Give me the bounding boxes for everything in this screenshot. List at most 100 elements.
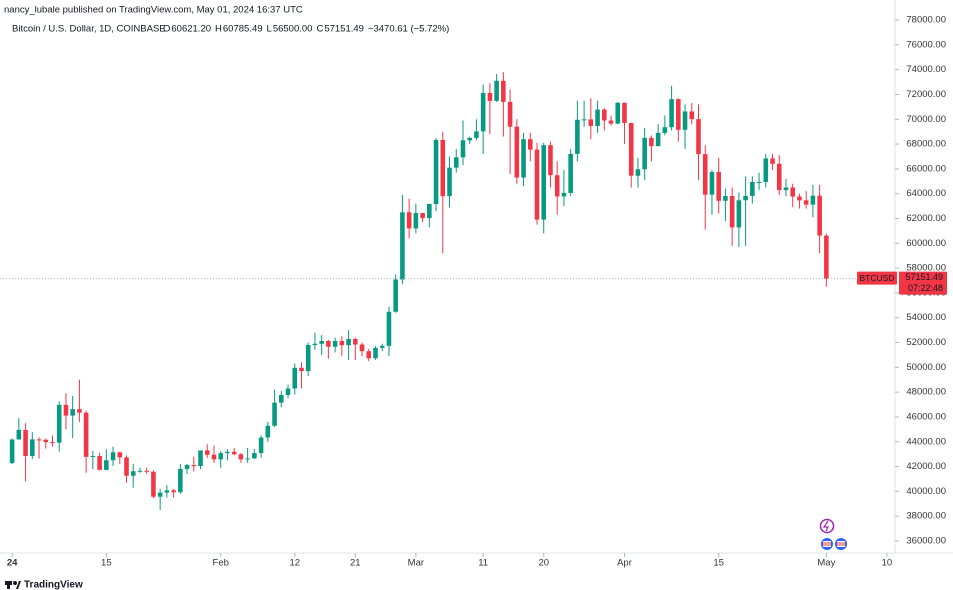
candle-body — [184, 465, 190, 469]
candle-body — [406, 212, 412, 229]
x-tick-label: 21 — [350, 558, 361, 569]
price-label: 57151.49 — [905, 272, 943, 282]
candle-body — [521, 139, 526, 178]
candle-body — [50, 442, 55, 444]
candle-body — [386, 311, 392, 346]
candle-body — [662, 127, 668, 133]
candle-body — [420, 213, 425, 219]
candle-body — [602, 109, 607, 121]
candle-body — [359, 344, 365, 352]
candle-body — [332, 341, 338, 347]
candle-body — [144, 470, 149, 472]
y-tick-label: 62000.00 — [906, 213, 946, 224]
ohlc-value: 56500.00 — [273, 24, 313, 35]
candle-body — [615, 102, 621, 124]
candle-body — [285, 388, 291, 395]
candle-body — [763, 158, 769, 183]
candle-body — [157, 492, 163, 497]
candle-body — [561, 192, 567, 197]
candle-body — [137, 470, 143, 472]
event-icons — [819, 518, 847, 550]
candle-body — [299, 367, 304, 372]
candle-body — [97, 456, 102, 470]
candle-body — [305, 344, 311, 372]
candle-body — [797, 196, 802, 201]
candle-body — [776, 163, 782, 191]
ohlc-value: 60621.20 — [171, 24, 211, 35]
price-tag — [899, 271, 947, 295]
x-tick-label: 24 — [7, 558, 18, 569]
y-tick-label: 68000.00 — [906, 139, 946, 150]
y-tick-label: 40000.00 — [906, 486, 946, 497]
candle-body — [696, 119, 701, 155]
candle-body — [366, 351, 372, 359]
ohlc-key: H — [215, 24, 222, 35]
candle-body — [480, 92, 486, 132]
x-tick-label: Mar — [408, 558, 424, 569]
x-tick-label: 12 — [289, 558, 300, 569]
candle-body — [527, 139, 533, 150]
candle-body — [453, 157, 459, 168]
y-tick-label: 72000.00 — [906, 89, 946, 100]
candle-body — [622, 102, 627, 123]
candle-body — [245, 458, 250, 460]
candle-body — [252, 453, 257, 459]
candle-body — [413, 213, 419, 229]
x-tick-label: Feb — [213, 558, 229, 569]
candle-body — [494, 80, 499, 101]
candle-body — [716, 172, 721, 201]
x-tick-label: 11 — [478, 558, 488, 569]
candle-body — [211, 454, 217, 460]
candle-body — [56, 404, 62, 443]
y-tick-label: 52000.00 — [906, 337, 946, 348]
candle-body — [312, 343, 318, 345]
candle-body — [151, 471, 156, 497]
candle-body — [595, 109, 600, 126]
candle-body — [326, 341, 331, 347]
x-tick-label: 15 — [713, 558, 724, 569]
candle-body — [756, 182, 762, 184]
y-tick-label: 78000.00 — [906, 15, 946, 26]
change: −3470.61 (−5.72%) — [368, 24, 449, 35]
ohlc-key: O — [163, 24, 170, 35]
candle-body — [501, 80, 506, 102]
y-tick-label: 44000.00 — [906, 436, 946, 447]
candle-body — [258, 437, 264, 454]
candle-body — [171, 490, 176, 493]
y-tick-label: 74000.00 — [906, 64, 946, 75]
candle-body — [467, 137, 472, 141]
y-tick-label: 64000.00 — [906, 188, 946, 199]
candle-body — [736, 200, 742, 228]
candle-body — [790, 187, 796, 197]
candle-body — [373, 347, 378, 359]
candle-body — [117, 452, 123, 458]
candle-body — [319, 341, 324, 344]
candle-body — [353, 339, 358, 345]
candle-body — [36, 439, 42, 441]
candle-body — [669, 99, 674, 128]
ohlc-value: 60785.49 — [223, 24, 263, 35]
candle-body — [393, 279, 398, 312]
candle-body — [178, 468, 183, 493]
x-tick-label: 20 — [538, 558, 549, 569]
candle-body — [655, 132, 661, 147]
candle-body — [130, 471, 136, 476]
y-tick-label: 48000.00 — [906, 387, 946, 398]
ticker-tag — [857, 271, 897, 285]
symbol: Bitcoin / U.S. Dollar, 1D, COINBASE — [12, 24, 166, 35]
y-tick-label: 70000.00 — [906, 114, 946, 125]
candle-body — [70, 409, 75, 416]
candle-body — [554, 175, 560, 197]
ohlc-key: C — [316, 24, 323, 35]
candle-body — [447, 167, 452, 197]
candle-body — [191, 465, 197, 467]
y-tick-label: 36000.00 — [906, 535, 946, 546]
candle-body — [723, 196, 728, 201]
ohlc-value: 57151.49 — [324, 24, 364, 35]
candle-body — [487, 92, 493, 101]
candle-body — [783, 187, 789, 191]
y-tick-label: 66000.00 — [906, 163, 946, 174]
candle-body — [427, 203, 432, 219]
candle-body — [124, 457, 129, 476]
